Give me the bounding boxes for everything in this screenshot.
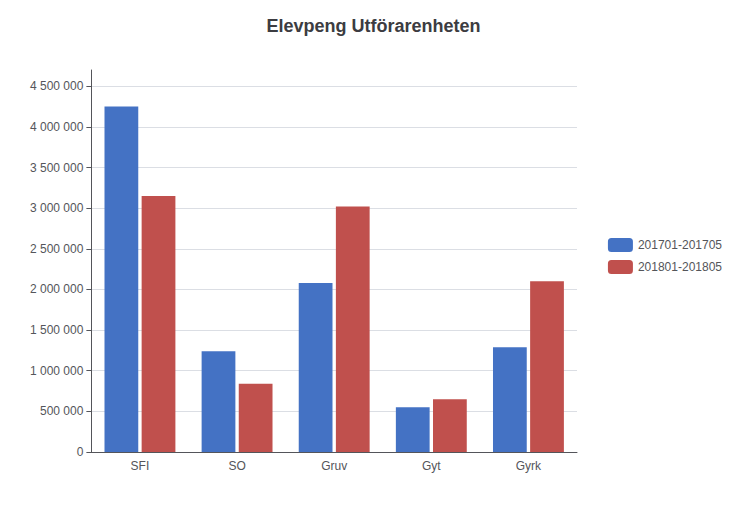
svg-text:Elevpeng Utförarenheten: Elevpeng Utförarenheten	[266, 16, 480, 36]
svg-text:2 500 000: 2 500 000	[30, 242, 84, 256]
svg-text:1 000 000: 1 000 000	[30, 364, 84, 378]
svg-text:Gyrk: Gyrk	[516, 459, 542, 473]
svg-text:4 500 000: 4 500 000	[30, 79, 84, 93]
svg-text:4 000 000: 4 000 000	[30, 120, 84, 134]
svg-text:SO: SO	[228, 459, 245, 473]
svg-text:1 500 000: 1 500 000	[30, 323, 84, 337]
svg-text:Gruv: Gruv	[321, 459, 347, 473]
svg-text:Gyt: Gyt	[422, 459, 441, 473]
svg-text:3 000 000: 3 000 000	[30, 201, 84, 215]
svg-text:201701-201705: 201701-201705	[638, 238, 722, 252]
svg-text:500 000: 500 000	[40, 404, 84, 418]
svg-text:2 000 000: 2 000 000	[30, 282, 84, 296]
svg-text:201801-201805: 201801-201805	[638, 260, 722, 274]
svg-text:SFI: SFI	[131, 459, 150, 473]
svg-text:0: 0	[77, 445, 84, 459]
svg-text:3 500 000: 3 500 000	[30, 161, 84, 175]
